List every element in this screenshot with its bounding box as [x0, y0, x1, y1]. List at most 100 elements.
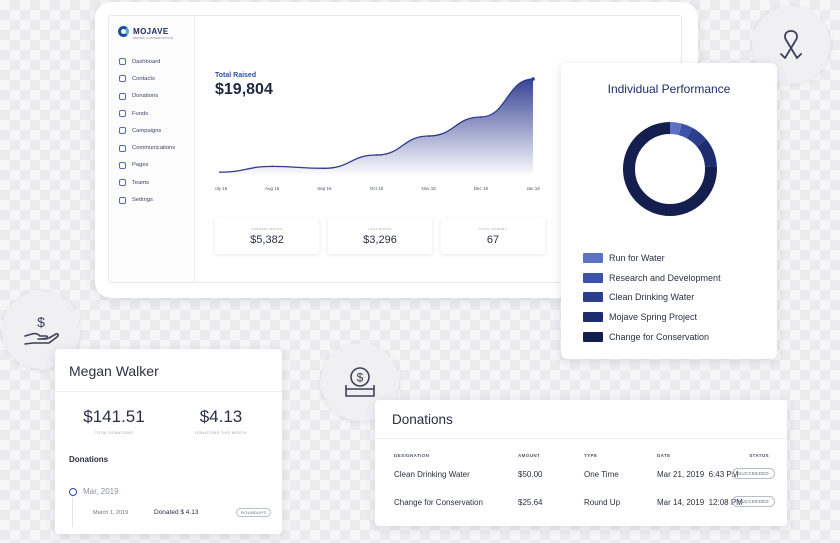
dashboard-main: July 18 Aug 18 Sep 18 Oct 18 Nov 18 Dec 18 Jan…: [195, 16, 681, 282]
sidebar-item-label: Pages: [132, 162, 149, 169]
row-1-type: One Time: [584, 470, 619, 479]
stat-current-month: CURRENT MONTH $5,382: [215, 218, 319, 254]
donor-name: Megan Walker: [69, 363, 159, 379]
legend-swatch: [583, 331, 603, 342]
divider: [375, 438, 787, 439]
sidebar-item-campaigns[interactable]: Campaigns: [119, 122, 175, 139]
legend-item: Run for Water: [583, 248, 721, 268]
legend-swatch: [583, 292, 603, 303]
stat-label: LAST MONTH: [368, 227, 392, 231]
logo-name: MOJAVE: [133, 27, 169, 36]
sidebar-item-label: Dashboard: [132, 58, 161, 65]
contacts-icon: [119, 75, 126, 83]
chart-point[interactable]: [271, 165, 274, 168]
stat-last-month: LAST MONTH $3,296: [328, 218, 432, 254]
row-1-date: Mar 21, 2019 6:43 PM: [657, 470, 739, 479]
logo-mark-icon: [118, 26, 129, 37]
timeline-text: Donated $ 4.13: [154, 509, 199, 516]
month-donations-value: $4.13: [199, 407, 243, 426]
ribbon-icon: [780, 30, 802, 59]
svg-text:$: $: [37, 314, 45, 330]
x-tick-label: July 18: [215, 186, 228, 191]
legend-swatch: [583, 272, 603, 283]
column-header-designation[interactable]: DESIGNATION: [394, 453, 430, 458]
column-header-date[interactable]: DATE: [657, 453, 671, 458]
stat-value: $5,382: [250, 234, 284, 246]
donut-slice[interactable]: [623, 122, 717, 216]
x-tick-label: Nov 18: [422, 186, 437, 191]
bell-icon: [119, 144, 126, 152]
column-header-type[interactable]: TYPE: [584, 453, 598, 458]
timeline-month: Mar, 2019: [83, 487, 119, 496]
sidebar-item-label: Donations: [132, 93, 159, 100]
donations-table-card: Donations DESIGNATION AMOUNT TYPE DATE S…: [375, 400, 787, 526]
sidebar-item-teams[interactable]: Teams: [119, 174, 175, 191]
hand-dollar-icon: $: [24, 314, 59, 345]
individual-performance-card: Individual Performance Run for Water Rese…: [561, 63, 777, 359]
legend-swatch: [583, 252, 603, 263]
logo[interactable]: MOJAVE WATER CONSERVATION: [118, 26, 173, 40]
row-2-type: Round Up: [584, 498, 621, 507]
sidebar-item-pages[interactable]: Pages: [119, 157, 175, 174]
chart-point[interactable]: [219, 171, 221, 173]
sidebar-item-contacts[interactable]: Contacts: [119, 70, 175, 87]
sidebar-item-communications[interactable]: Communications: [119, 139, 175, 156]
sidebar-item-label: Campaigns: [132, 127, 162, 134]
sidebar-item-settings[interactable]: Settings: [119, 191, 175, 208]
total-raised-value: $19,804: [215, 81, 273, 98]
gear-icon: [119, 196, 126, 204]
row-2-designation: Change for Conservation: [394, 498, 483, 507]
chart-point[interactable]: [375, 154, 378, 156]
sidebar-item-label: Communications: [132, 145, 176, 152]
column-header-status[interactable]: STATUS: [749, 453, 769, 458]
legend-label: Clean Drinking Water: [609, 292, 695, 303]
x-tick-label: Oct 18: [370, 186, 384, 191]
funds-icon: [119, 110, 126, 118]
chart-point[interactable]: [531, 77, 535, 81]
legend-item: Mojave Spring Project: [583, 307, 721, 327]
column-header-amount[interactable]: AMOUNT: [518, 453, 541, 458]
legend-label: Research and Development: [609, 272, 721, 283]
row-2-date: Mar 14, 2019 12:08 PM: [657, 498, 743, 507]
legend-item: Research and Development: [583, 268, 721, 288]
timeline-line: [72, 497, 73, 527]
performance-legend: Run for Water Research and Development Cle…: [583, 248, 721, 346]
chart-point[interactable]: [427, 135, 430, 137]
sidebar-item-label: Teams: [132, 179, 150, 186]
chart-area: [220, 79, 533, 174]
profile-donations-heading: Donations: [69, 455, 109, 464]
total-raised-label: Total Raised: [215, 72, 257, 79]
sidebar-item-label: Funds: [132, 110, 149, 117]
donation-box-icon: $: [345, 367, 375, 397]
stat-total-donors: TOTAL DONORS 67: [441, 218, 545, 254]
sidebar-item-label: Contacts: [132, 75, 155, 82]
legend-label: Change for Conservation: [609, 331, 710, 342]
legend-swatch: [583, 311, 603, 322]
donations-icon: [119, 92, 126, 100]
chart-point[interactable]: [479, 116, 482, 118]
x-tick-label: Aug 18: [265, 186, 280, 191]
legend-label: Run for Water: [609, 252, 665, 263]
legend-label: Mojave Spring Project: [609, 311, 698, 322]
svg-text:$: $: [357, 371, 364, 385]
performance-donut: [623, 122, 717, 216]
month-donations-label: DONATIONS THIS MONTH: [195, 431, 247, 435]
stat-label: CURRENT MONTH: [251, 227, 283, 231]
timeline-date: March 1, 2019: [93, 510, 129, 516]
sidebar-item-donations[interactable]: Donations: [119, 88, 175, 105]
pages-icon: [119, 161, 126, 169]
row-1-amount: $50.00: [518, 470, 543, 479]
roundups-tag[interactable]: ROUNDUPS: [236, 508, 272, 517]
revenue-chart: July 18 Aug 18 Sep 18 Oct 18 Nov 18 Dec 18 Jan…: [215, 77, 540, 191]
x-tick-label: Jan 19: [526, 186, 540, 191]
chart-point[interactable]: [323, 167, 326, 170]
sidebar-item-dashboard[interactable]: Dashboard: [119, 53, 175, 70]
donations-title: Donations: [392, 412, 453, 427]
sidebar-item-funds[interactable]: Funds: [119, 105, 175, 122]
campaigns-icon: [119, 127, 126, 135]
total-donations-stat: $141.51 TOTAL DONATIONS: [59, 407, 169, 435]
row-1-designation: Clean Drinking Water: [394, 470, 470, 479]
dashboard-window: MOJAVE WATER CONSERVATION Dashboard Conta…: [95, 2, 698, 298]
stat-value: $3,296: [363, 234, 397, 246]
legend-item: Change for Conservation: [583, 327, 721, 347]
